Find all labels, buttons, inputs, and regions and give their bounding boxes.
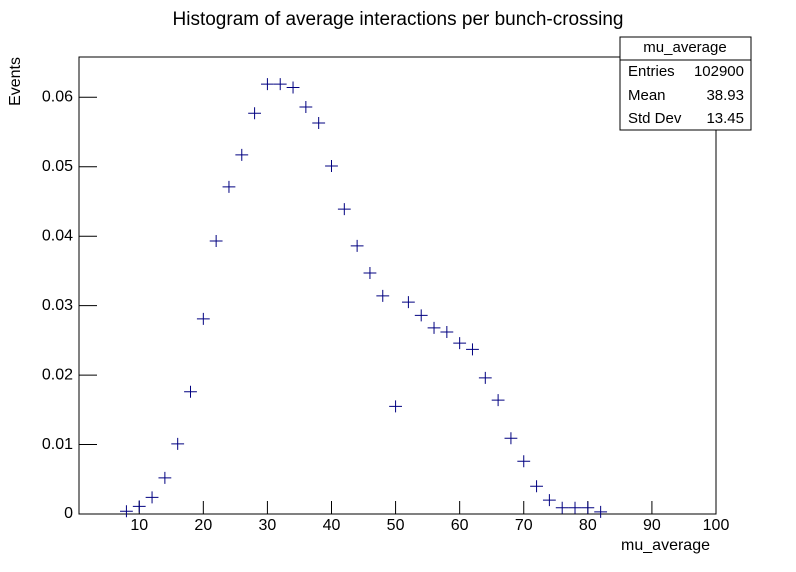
stats-label: Mean	[628, 87, 666, 104]
bin-marker	[120, 505, 133, 518]
bin-marker	[504, 432, 518, 445]
chart-title: Histogram of average interactions per bu…	[173, 9, 624, 30]
stats-label: Entries	[628, 63, 675, 80]
bin-marker	[581, 501, 595, 514]
bin-marker	[389, 400, 402, 413]
stats-value: 38.93	[706, 87, 744, 104]
bin-marker	[222, 180, 236, 193]
x-tick-label: 100	[703, 517, 730, 534]
bin-marker	[261, 78, 274, 91]
x-axis-label: mu_average	[621, 537, 710, 554]
bin-marker	[350, 239, 364, 252]
bin-marker	[299, 101, 313, 114]
bin-marker	[363, 266, 377, 279]
x-tick-label: 40	[323, 517, 341, 534]
bin-marker	[184, 385, 197, 398]
x-tick-label: 50	[387, 517, 405, 534]
y-tick-label: 0.04	[42, 227, 73, 244]
bin-marker	[466, 343, 479, 356]
bin-marker	[414, 309, 428, 322]
stats-box: mu_average Entries 102900 Mean 38.93 Std…	[619, 36, 752, 131]
bin-marker	[132, 500, 146, 513]
bin-marker	[196, 312, 210, 325]
x-tick-label: 20	[194, 517, 212, 534]
y-axis-label: Events	[7, 57, 24, 106]
bin-marker	[440, 326, 454, 339]
bin-marker	[530, 480, 543, 493]
stats-value: 102900	[694, 63, 744, 80]
bin-marker	[517, 455, 531, 468]
bin-marker	[337, 203, 351, 216]
x-tick-label: 10	[130, 517, 148, 534]
bin-marker	[491, 394, 505, 407]
x-tick-label: 60	[451, 517, 469, 534]
y-tick-label: 0	[64, 505, 73, 522]
y-tick-label: 0.02	[42, 366, 73, 383]
bin-marker	[568, 501, 582, 514]
bin-marker	[376, 289, 390, 302]
plot-frame	[78, 56, 717, 515]
bin-marker	[594, 505, 608, 518]
bin-marker	[325, 160, 338, 173]
x-tick-label: 80	[579, 517, 597, 534]
x-tick-label: 30	[259, 517, 277, 534]
y-tick-label: 0.01	[42, 436, 73, 453]
bin-marker	[555, 501, 569, 514]
bin-marker	[158, 471, 172, 484]
bin-marker	[427, 321, 441, 334]
bin-marker	[401, 296, 415, 309]
stats-value: 13.45	[706, 110, 744, 127]
bin-marker	[542, 494, 556, 507]
bin-marker	[235, 148, 249, 161]
bin-marker	[209, 235, 223, 248]
bin-marker	[171, 437, 185, 450]
bin-marker	[453, 337, 467, 350]
x-tick-label: 90	[643, 517, 661, 534]
stats-frame	[619, 36, 752, 131]
y-tick-label: 0.06	[42, 89, 73, 106]
bin-marker	[286, 81, 300, 94]
bin-marker	[478, 371, 492, 384]
bin-marker	[248, 107, 261, 120]
bin-marker	[145, 491, 159, 504]
stats-title: mu_average	[643, 39, 726, 56]
bin-marker	[273, 78, 287, 91]
x-tick-label: 70	[515, 517, 533, 534]
stats-label: Std Dev	[628, 110, 682, 127]
y-tick-label: 0.05	[42, 158, 73, 175]
y-tick-label: 0.03	[42, 297, 73, 314]
bin-marker	[312, 116, 326, 129]
